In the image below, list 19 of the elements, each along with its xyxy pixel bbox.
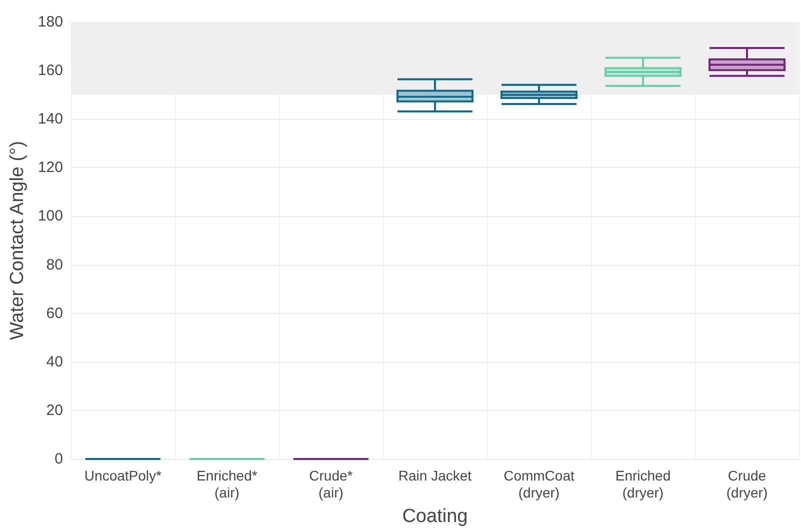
y-tick-label: 140: [38, 110, 63, 128]
y-tick-label: 180: [38, 14, 63, 30]
x-tick-label: Enriched (dryer): [615, 468, 671, 500]
x-tick-label: Enriched* (air): [196, 468, 258, 500]
y-tick-label: 60: [46, 304, 63, 322]
y-tick-label: 0: [54, 450, 63, 468]
y-tick-label: 100: [38, 208, 63, 225]
y-tick-label: 80: [46, 256, 63, 274]
x-tick-label: Crude (dryer): [726, 468, 768, 500]
y-tick-label: 20: [46, 402, 63, 419]
x-tick-label: UncoatPoly*: [84, 468, 162, 484]
y-tick-label: 120: [38, 159, 63, 176]
x-tick-label: Rain Jacket: [398, 468, 472, 484]
y-tick-label: 160: [38, 62, 63, 80]
x-axis-title: Coating: [402, 506, 468, 527]
y-axis-title: Water Contact Angle (°): [7, 140, 28, 340]
y-tick-label: 40: [46, 353, 63, 370]
x-tick-label: Crude* (air): [309, 468, 354, 500]
x-tick-label: CommCoat (dryer): [504, 468, 574, 500]
